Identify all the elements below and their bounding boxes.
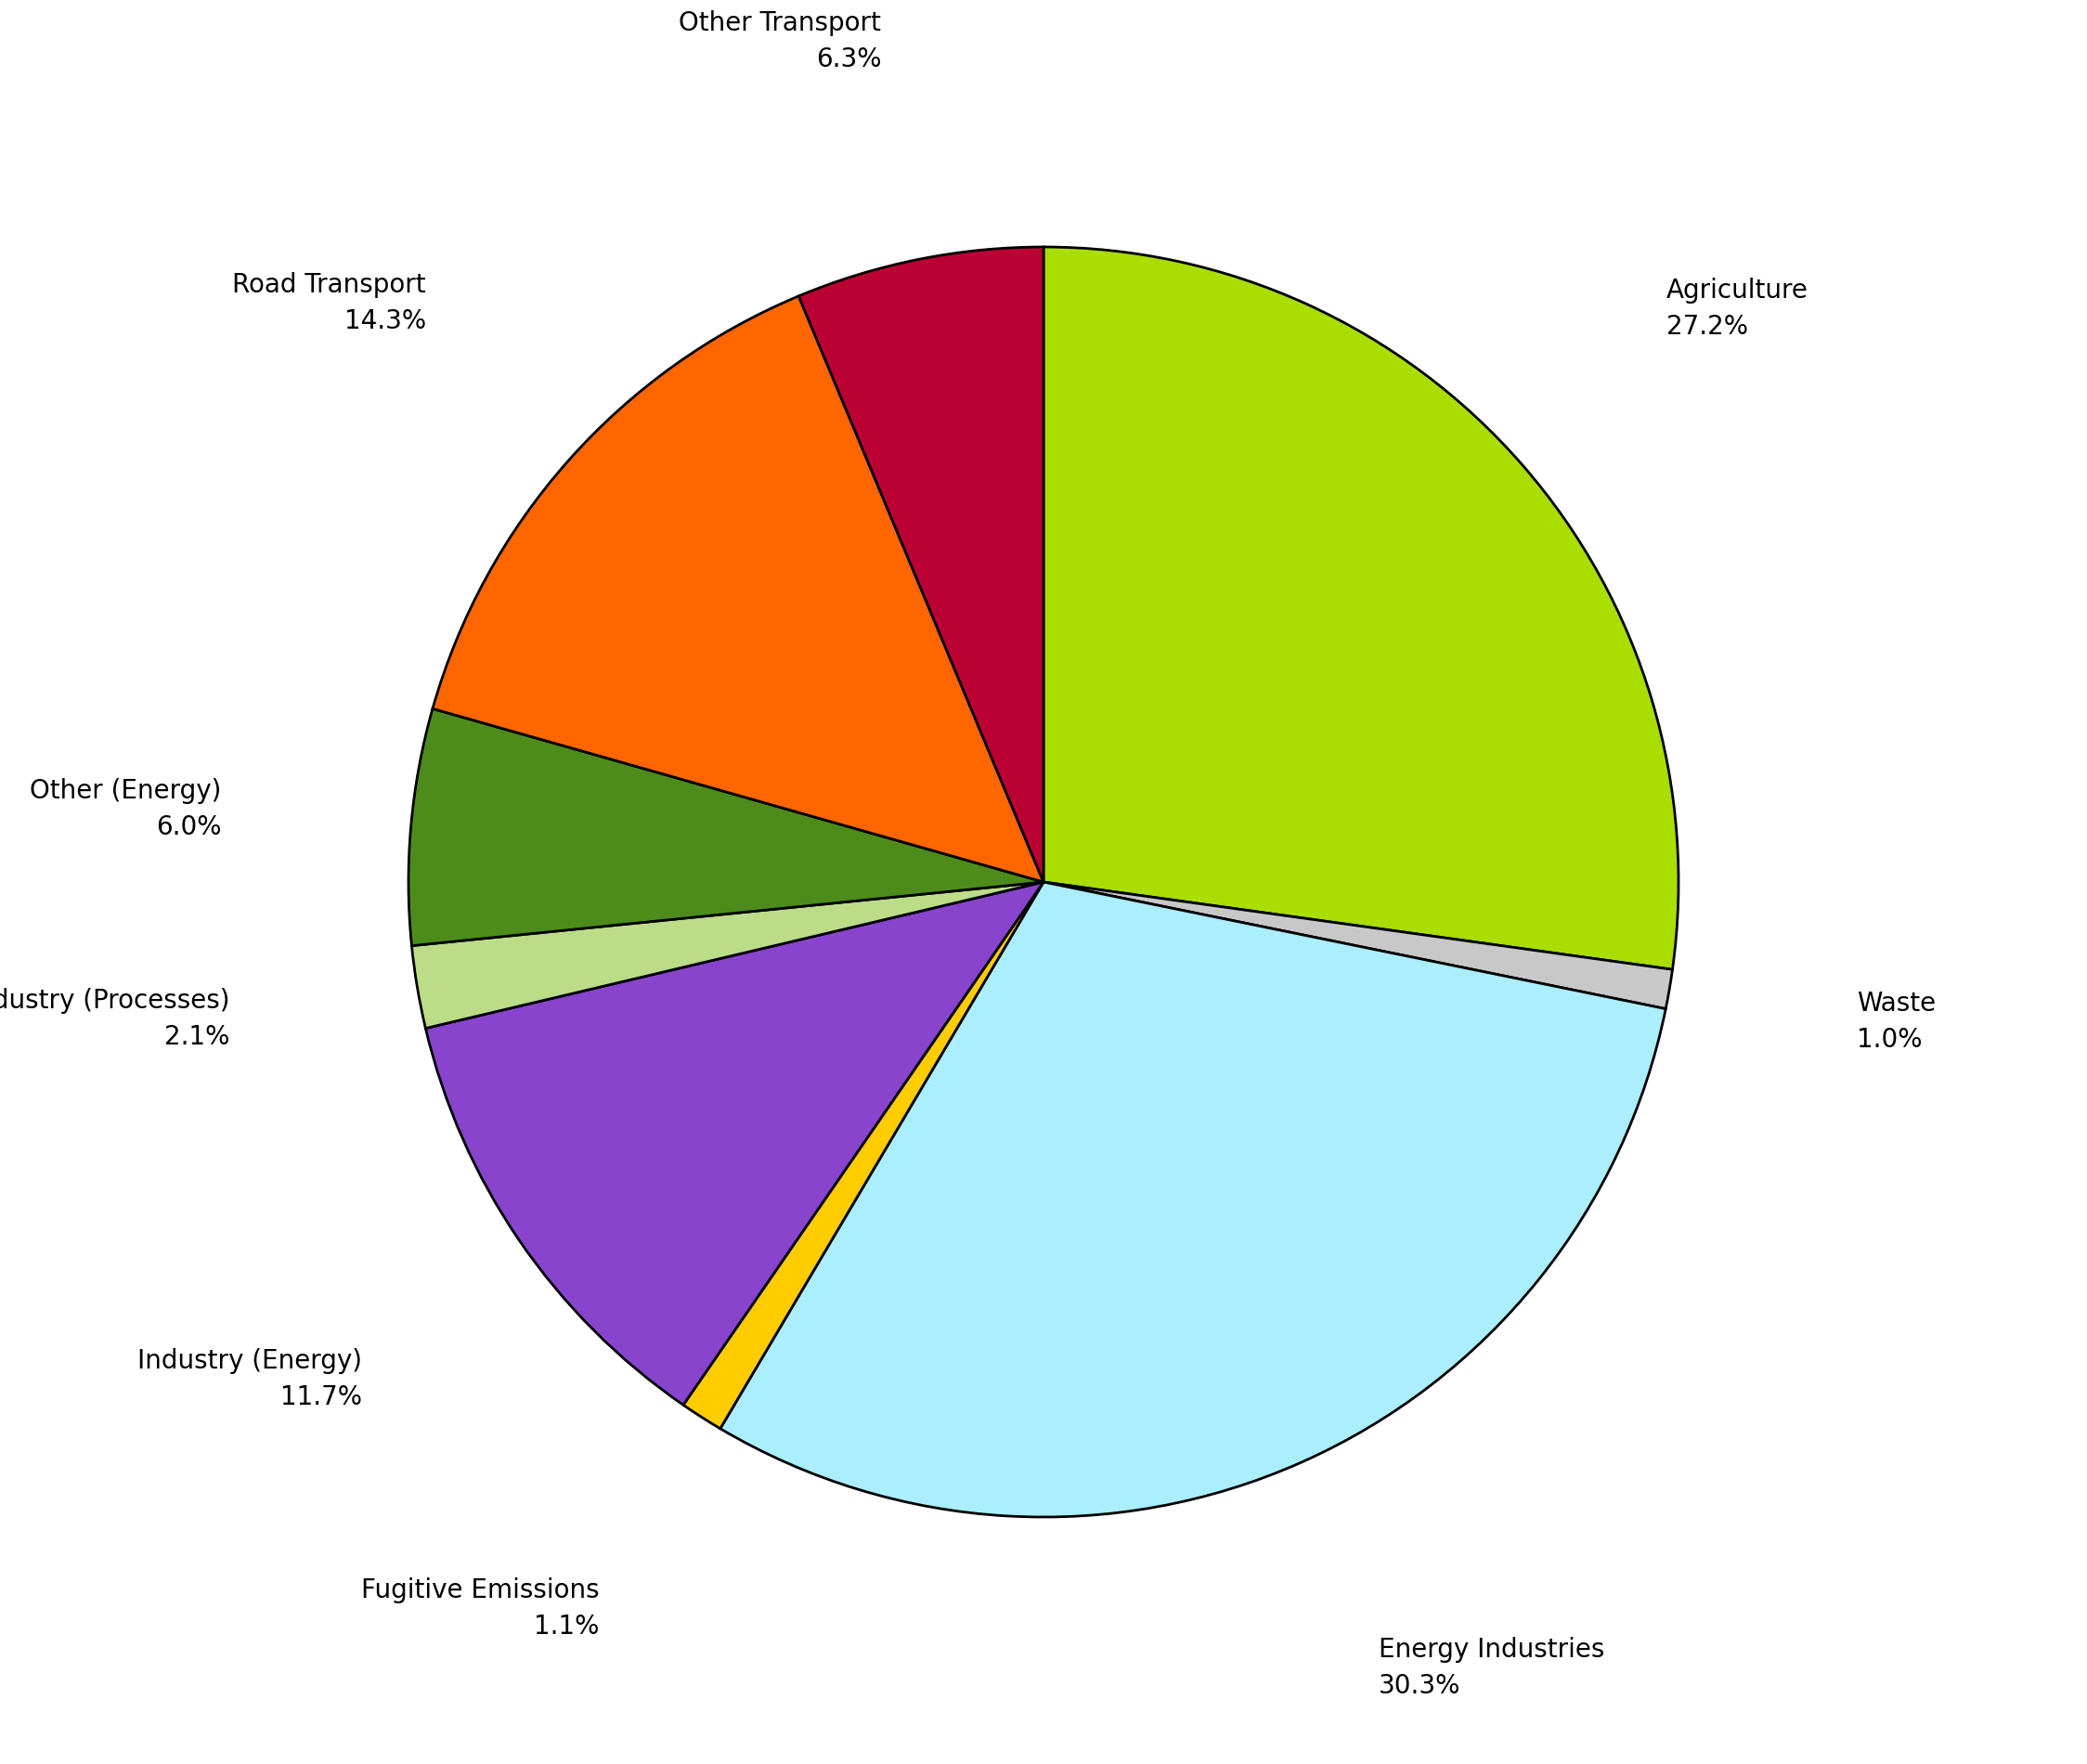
Text: Fugitive Emissions
1.1%: Fugitive Emissions 1.1% [361,1577,599,1641]
Text: Road Transport
14.3%: Road Transport 14.3% [232,272,426,333]
Text: Agriculture
27.2%: Agriculture 27.2% [1665,277,1807,340]
Wedge shape [1044,247,1678,970]
Wedge shape [426,882,1044,1404]
Wedge shape [432,296,1044,882]
Wedge shape [682,882,1044,1429]
Text: Energy Industries
30.3%: Energy Industries 30.3% [1380,1637,1605,1699]
Wedge shape [720,882,1665,1517]
Wedge shape [1044,882,1672,1009]
Text: Other (Energy)
6.0%: Other (Energy) 6.0% [29,778,221,841]
Text: Industry (Processes)
2.1%: Industry (Processes) 2.1% [0,988,230,1050]
Text: Industry (Energy)
11.7%: Industry (Energy) 11.7% [138,1348,363,1411]
Wedge shape [799,247,1044,882]
Wedge shape [409,709,1044,946]
Wedge shape [411,882,1044,1028]
Text: Waste
1.0%: Waste 1.0% [1857,990,1937,1053]
Text: Other Transport
6.3%: Other Transport 6.3% [678,11,881,72]
